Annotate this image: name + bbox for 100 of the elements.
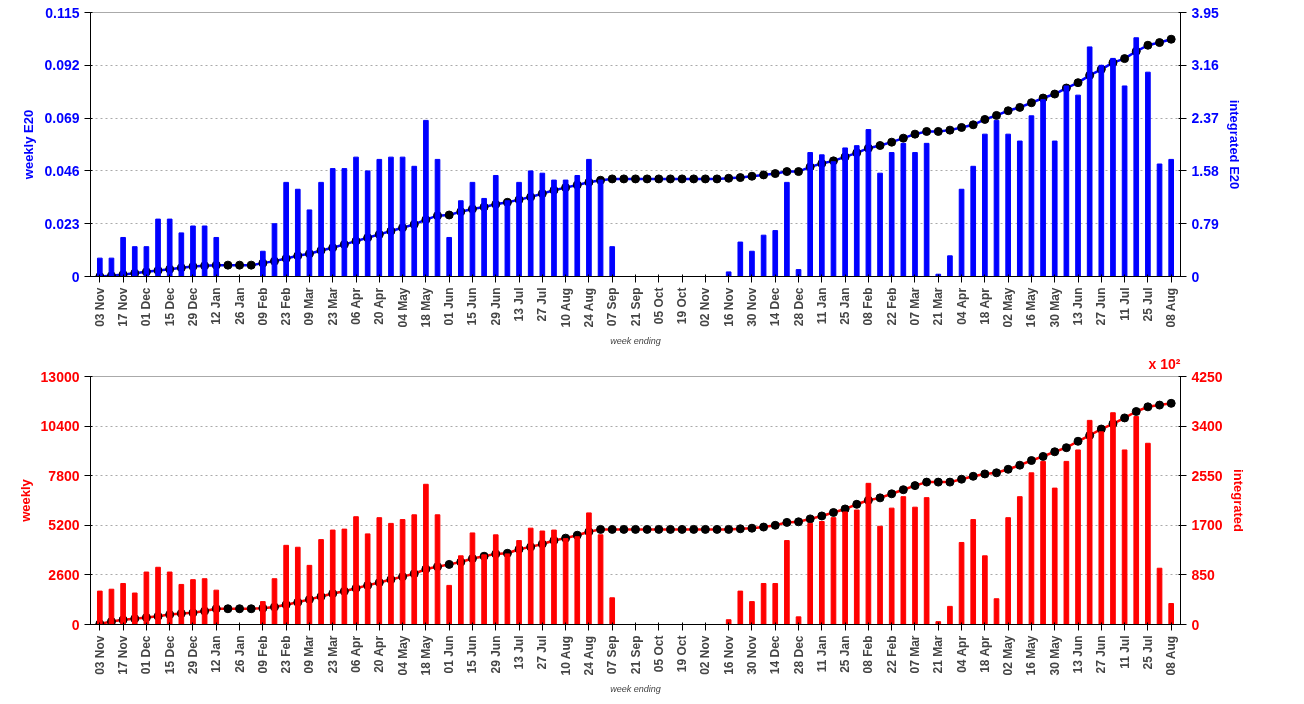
x-tick-label: 29 Jun	[488, 287, 503, 326]
x-tick-label: 02 Nov	[698, 635, 713, 675]
x-tick-label: 11 Jul	[1117, 287, 1132, 321]
x-tick-label: 08 Aug	[1164, 635, 1179, 676]
bar	[784, 540, 790, 625]
x-tick-label: 11 Jul	[1117, 635, 1132, 669]
text: x 10²	[1148, 355, 1181, 372]
x-tick-label: 30 Nov	[744, 635, 759, 675]
bar	[923, 497, 930, 625]
bar	[446, 236, 452, 277]
y2-axis-title: integrated	[1230, 469, 1246, 532]
bar	[958, 541, 965, 625]
x-tick-label: 23 Mar	[325, 287, 340, 326]
bar	[760, 234, 767, 277]
x-tick-label: 23 Mar	[325, 635, 340, 674]
y-tick-label: 0.046	[44, 162, 80, 179]
x-tick-label: 20 Apr	[372, 287, 387, 325]
x-tick-label: 13 Jun	[1071, 287, 1086, 326]
bar	[749, 601, 755, 625]
x-tick-label: 27 Jun	[1094, 635, 1109, 674]
bar	[446, 584, 452, 625]
x-tick-label: 14 Dec	[768, 635, 783, 675]
x-tick-label: 30 Nov	[744, 287, 759, 327]
x-tick-label: 26 Jan	[232, 287, 247, 325]
x-tick-label: 25 Jul	[1140, 287, 1155, 322]
bar	[912, 152, 918, 277]
x-tick-label: 15 Jun	[465, 635, 480, 674]
bar	[947, 255, 953, 277]
bar	[912, 506, 918, 625]
x-tick-label: 02 Nov	[698, 287, 713, 327]
bar	[1121, 449, 1128, 625]
x-tick-label: 25 Jan	[838, 287, 853, 325]
x-tick-label: 17 Nov	[116, 287, 131, 327]
x-tick-label: 04 May	[395, 287, 410, 328]
x-tick-label: 15 Jun	[465, 287, 480, 326]
x-tick-label: 03 Nov	[92, 635, 107, 675]
y-tick-label: 0	[71, 616, 80, 633]
x-tick-label: 01 Dec	[139, 635, 154, 675]
bar	[1005, 517, 1011, 625]
x-tick-label: 17 Nov	[116, 635, 131, 675]
x-tick-label: 24 Aug	[581, 287, 596, 328]
x-tick-label: 29 Dec	[185, 635, 200, 675]
bar	[982, 133, 988, 277]
x-tick-label: 09 Mar	[302, 287, 317, 326]
y-tick-label: 2600	[48, 566, 80, 583]
y2-axis-title: integrated E20	[1226, 99, 1242, 190]
x-tick-label: 23 Feb	[279, 287, 294, 326]
x-tick-label: 09 Feb	[255, 635, 270, 674]
x-tick-label: 08 Feb	[861, 635, 876, 674]
x-tick-label: 18 Apr	[977, 287, 992, 325]
x-tick-label: 21 Sep	[628, 287, 643, 327]
bar	[877, 525, 883, 625]
bar	[1168, 603, 1175, 625]
bar	[725, 619, 732, 625]
y-tick-label: 0.115	[45, 4, 80, 21]
bar	[725, 271, 732, 277]
x-tick-label: 01 Jun	[442, 635, 457, 674]
x-tick-label: 01 Jun	[442, 287, 457, 326]
bar	[609, 597, 616, 625]
bar	[1051, 140, 1058, 277]
bar	[1145, 71, 1151, 277]
x-tick-label: 13 Jun	[1071, 635, 1086, 674]
x-tick-label: 15 Dec	[162, 287, 177, 327]
x-tick-label: 09 Mar	[302, 635, 317, 674]
x-tick-label: 04 May	[395, 635, 410, 676]
bar	[888, 507, 895, 625]
y-axis-title: weekly	[17, 478, 33, 523]
bar	[1168, 158, 1175, 277]
x-tick-label: 12 Jan	[209, 635, 224, 673]
x-tick-label: 11 Jan	[814, 635, 829, 673]
x-tick-label: 16 Nov	[721, 287, 736, 327]
bar	[1005, 133, 1011, 277]
bar	[935, 621, 942, 625]
x-tick-label: 25 Jan	[838, 635, 853, 673]
x-tick-label: 24 Aug	[581, 635, 596, 676]
x-tick-label: 25 Jul	[1140, 635, 1155, 670]
x-tick-label: 19 Oct	[675, 287, 690, 325]
bar	[795, 616, 802, 625]
x-tick-label: 08 Aug	[1164, 287, 1179, 328]
bar	[1051, 487, 1058, 625]
x-tick-label: 18 Apr	[977, 635, 992, 673]
x-axis-title: week ending	[610, 335, 661, 346]
x-tick-label: 16 May	[1024, 287, 1039, 328]
x-tick-label: 01 Dec	[139, 287, 154, 327]
x-axis-title: week ending	[610, 683, 661, 694]
y-tick-label: 10400	[40, 418, 80, 435]
bar	[749, 250, 755, 277]
bar	[923, 142, 930, 277]
bar	[1028, 115, 1035, 277]
y2-tick-label: 0	[1191, 616, 1200, 633]
x-tick-label: 06 Apr	[349, 287, 364, 325]
bar	[1016, 140, 1023, 277]
bar	[795, 269, 802, 277]
bar	[1156, 567, 1163, 625]
x-tick-label: 28 Dec	[791, 635, 806, 675]
x-tick-label: 02 May	[1001, 287, 1016, 328]
x-tick-label: 21 Mar	[931, 287, 946, 326]
y2-tick-label: 3.95	[1191, 4, 1219, 21]
y-tick-label: 0.023	[44, 215, 80, 232]
x-tick-label: 12 Jan	[209, 287, 224, 325]
